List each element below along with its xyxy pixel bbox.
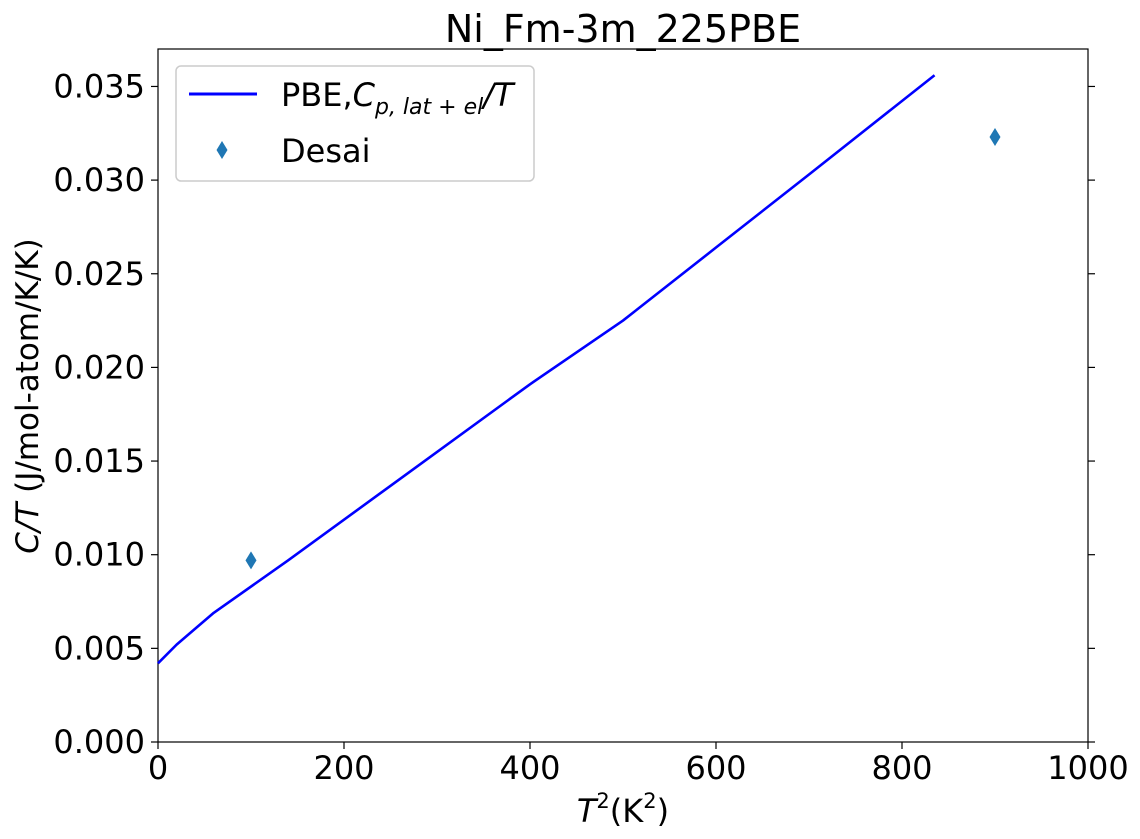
y-tick-label: 0.005 <box>53 629 145 667</box>
x-axis: 0 200 400 600 800 1000 <box>148 742 1129 787</box>
y-tick-label: 0.015 <box>53 442 145 480</box>
y-tick-label: 0.010 <box>53 536 145 574</box>
legend-label-pbe: PBE,Cp, lat + el/T <box>281 76 516 120</box>
x-tick-label: 1000 <box>1047 749 1128 787</box>
x-tick-label: 400 <box>499 749 560 787</box>
series-line-pbe <box>157 74 936 665</box>
plot-frame <box>157 48 1089 743</box>
plot-area <box>157 48 1089 743</box>
x-tick-label: 200 <box>313 749 374 787</box>
y-tick-label: 0.035 <box>53 67 145 105</box>
chart-title: Ni_Fm-3m_225PBE <box>445 7 801 51</box>
legend-label-desai: Desai <box>281 132 371 170</box>
y-tick-label: 0.020 <box>53 348 145 386</box>
x-axis-label: T2(K2) <box>577 789 669 830</box>
legend: PBE,Cp, lat + el/T Desai <box>175 65 535 182</box>
y-axis-label: C/T (J/mol-atom/K/K) <box>10 238 46 554</box>
legend-swatch-desai <box>216 141 228 159</box>
x-tick-label: 600 <box>685 749 746 787</box>
data-point-desai <box>245 551 257 570</box>
y-tick-label: 0.000 <box>53 723 145 761</box>
y-axis: 0.000 0.005 0.010 0.015 0.020 0.025 0.030 0.035 <box>53 67 1095 761</box>
y-tick-label: 0.025 <box>53 255 145 293</box>
data-point-desai <box>989 128 1001 147</box>
y-tick-label: 0.030 <box>53 161 145 199</box>
legend-frame <box>175 65 535 182</box>
x-tick-label: 800 <box>871 749 932 787</box>
x-tick-label: 0 <box>148 749 168 787</box>
